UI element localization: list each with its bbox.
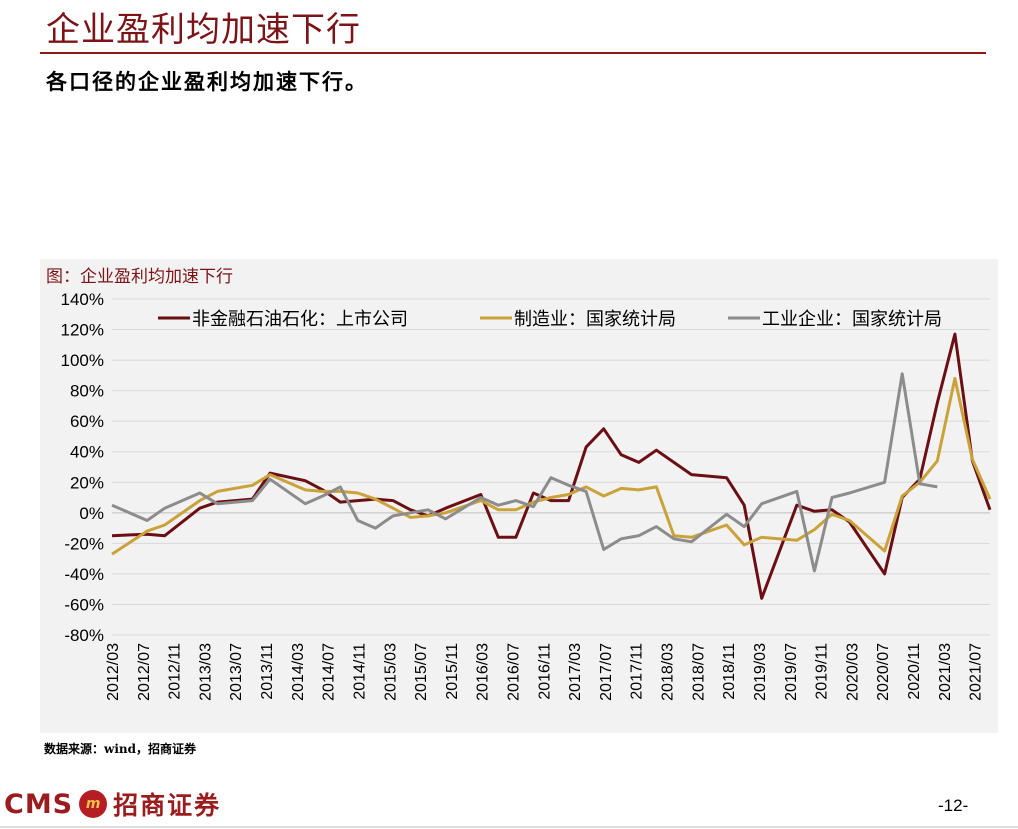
x-tick-label: 2018/03	[660, 643, 677, 701]
title-divider	[40, 52, 986, 54]
x-tick-label: 2016/03	[475, 643, 492, 701]
y-tick-label: 120%	[61, 321, 104, 340]
x-tick-label: 2020/07	[875, 643, 892, 701]
x-tick-label: 2015/11	[444, 643, 461, 700]
data-source: 数据来源：wind，招商证券	[44, 742, 197, 756]
summary-text: 各口径的企业盈利均加速下行。	[46, 69, 368, 94]
page-number: -12-	[938, 796, 969, 815]
x-tick-label: 2017/07	[598, 643, 615, 701]
y-tick-label: -60%	[64, 595, 104, 614]
y-tick-label: -80%	[64, 626, 104, 645]
y-tick-label: -40%	[64, 565, 104, 584]
x-tick-label: 2014/07	[321, 643, 338, 701]
series-line-1	[111, 332, 992, 600]
x-tick-label: 2012/11	[167, 643, 184, 700]
series-line-2	[111, 376, 992, 556]
chart-title: 图：企业盈利均加速下行	[46, 267, 233, 287]
x-tick-label: 2019/11	[814, 643, 831, 700]
x-tick-label: 2012/07	[136, 643, 153, 701]
y-tick-label: 40%	[70, 443, 104, 462]
company-logo: CMS m 招商证券	[4, 786, 221, 822]
legend-label: 非金融石油石化：上市公司	[192, 309, 408, 330]
footer-divider	[0, 826, 1018, 828]
chart-panel: 图：企业盈利均加速下行 140% 120% 100% 80% 60% 40% 20% 0% -2…	[40, 259, 998, 733]
y-tick-label: 60%	[70, 412, 104, 431]
footer: CMS m 招商证券 -12-	[0, 786, 1018, 828]
x-tick-label: 2013/07	[228, 643, 245, 701]
x-tick-label: 2019/07	[783, 643, 800, 701]
logo-cms-text: CMS	[4, 788, 74, 820]
y-tick-label: 140%	[61, 290, 104, 309]
x-tick-label: 2014/11	[351, 643, 368, 700]
x-tick-label: 2019/03	[752, 643, 769, 701]
x-tick-label: 2020/03	[844, 643, 861, 701]
x-tick-label: 2020/11	[906, 643, 923, 700]
line-chart: 140% 120% 100% 80% 60% 40% 20% 0% -20% -40% -60% -8…	[61, 290, 992, 701]
y-tick-label: 100%	[61, 351, 104, 370]
x-tick-label: 2021/03	[937, 643, 954, 701]
y-tick-label: 20%	[70, 473, 104, 492]
x-tick-label: 2021/07	[968, 643, 985, 701]
series-line-3	[111, 372, 938, 573]
x-tick-label: 2017/03	[567, 643, 584, 701]
legend-label: 工业企业：国家统计局	[762, 309, 942, 330]
y-tick-label: 0%	[79, 504, 104, 523]
logo-badge-icon: m	[79, 790, 108, 818]
x-tick-label: 2018/07	[690, 643, 707, 701]
y-tick-label: -20%	[64, 534, 104, 553]
legend-label: 制造业：国家统计局	[514, 309, 676, 330]
logo-chinese-text: 招商证券	[113, 791, 222, 820]
x-tick-label: 2016/07	[505, 643, 522, 701]
y-tick-label: 80%	[70, 382, 104, 401]
x-tick-label: 2016/11	[536, 643, 553, 700]
x-tick-label: 2015/07	[413, 643, 430, 701]
x-tick-label: 2013/03	[197, 643, 214, 701]
x-tick-label: 2017/11	[629, 643, 646, 700]
page-title: 企业盈利均加速下行	[46, 10, 361, 50]
x-tick-label: 2015/03	[382, 643, 399, 701]
x-tick-label: 2012/03	[105, 643, 122, 701]
x-tick-label: 2013/11	[259, 643, 276, 700]
x-tick-label: 2018/11	[721, 643, 738, 700]
x-tick-label: 2014/03	[290, 643, 307, 701]
